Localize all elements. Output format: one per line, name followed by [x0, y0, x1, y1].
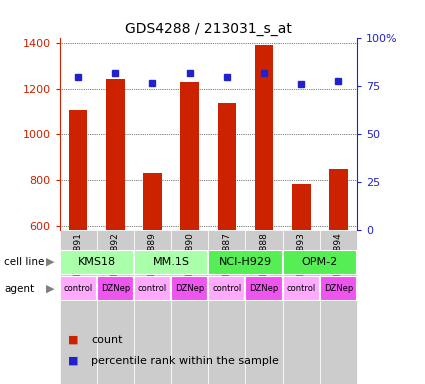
- Text: ▶: ▶: [46, 284, 54, 294]
- Text: ■: ■: [68, 356, 79, 366]
- Bar: [320, 276, 357, 301]
- Bar: [106, 79, 125, 363]
- Text: DZNep: DZNep: [249, 285, 279, 293]
- Bar: [60, 250, 134, 275]
- Bar: [180, 82, 199, 363]
- Bar: [69, 110, 88, 363]
- FancyBboxPatch shape: [60, 230, 96, 384]
- Bar: [134, 250, 208, 275]
- Text: ■: ■: [68, 335, 79, 345]
- Bar: [329, 169, 348, 363]
- Bar: [255, 45, 273, 363]
- Text: DZNep: DZNep: [324, 285, 353, 293]
- FancyBboxPatch shape: [320, 230, 357, 384]
- FancyBboxPatch shape: [208, 230, 245, 384]
- Title: GDS4288 / 213031_s_at: GDS4288 / 213031_s_at: [125, 22, 292, 36]
- Text: agent: agent: [4, 284, 34, 294]
- Text: control: control: [138, 285, 167, 293]
- Text: count: count: [91, 335, 123, 345]
- Text: control: control: [212, 285, 241, 293]
- Bar: [245, 276, 283, 301]
- Bar: [218, 103, 236, 363]
- Text: KMS18: KMS18: [78, 257, 116, 267]
- Bar: [171, 276, 208, 301]
- Text: control: control: [286, 285, 316, 293]
- Text: NCI-H929: NCI-H929: [219, 257, 272, 267]
- Bar: [283, 276, 320, 301]
- FancyBboxPatch shape: [171, 230, 208, 384]
- Text: DZNep: DZNep: [101, 285, 130, 293]
- Bar: [60, 276, 96, 301]
- FancyBboxPatch shape: [134, 230, 171, 384]
- Text: cell line: cell line: [4, 257, 45, 267]
- Text: ▶: ▶: [46, 257, 54, 267]
- Bar: [208, 250, 283, 275]
- Text: DZNep: DZNep: [175, 285, 204, 293]
- Bar: [292, 184, 311, 363]
- FancyBboxPatch shape: [283, 230, 320, 384]
- FancyBboxPatch shape: [96, 230, 134, 384]
- Bar: [96, 276, 134, 301]
- FancyBboxPatch shape: [245, 230, 283, 384]
- Bar: [143, 172, 162, 363]
- Text: OPM-2: OPM-2: [302, 257, 338, 267]
- Bar: [208, 276, 245, 301]
- Text: percentile rank within the sample: percentile rank within the sample: [91, 356, 279, 366]
- Text: MM.1S: MM.1S: [153, 257, 190, 267]
- Bar: [134, 276, 171, 301]
- Text: control: control: [63, 285, 93, 293]
- Bar: [283, 250, 357, 275]
